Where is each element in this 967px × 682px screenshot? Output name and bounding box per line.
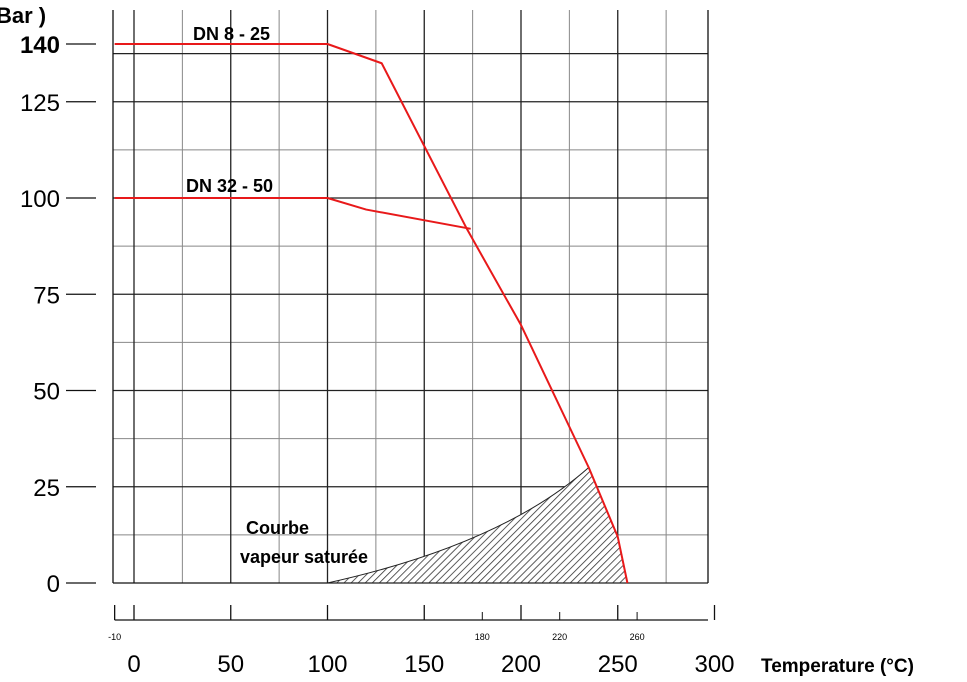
y-tick-labels: 0 25 50 75 100 125 140 [20,32,96,598]
x-tick-label: 300 [694,651,734,678]
x-axis: 0 50 100 150 200 250 300 -10 180 220 260 [108,605,735,678]
saturated-steam-hatched-area [327,466,708,584]
y-tick-label: 140 [20,32,60,59]
x-axis-title: Temperature (°C) [761,656,914,677]
x-minor-label: 220 [552,632,567,642]
annotation-courbe: Courbe [246,518,309,538]
series-label-dn-32-50: DN 32 - 50 [186,176,273,196]
y-tick-label: 25 [33,475,60,502]
y-tick-label: 50 [33,379,60,406]
series-line-dn-32-50 [114,197,471,230]
grid-major-lines [113,10,708,583]
x-tick-label: 250 [598,651,638,678]
series-layer [114,43,629,584]
x-tick-label: 0 [127,651,140,678]
y-tick-label: 75 [33,282,60,309]
x-tick-label: 100 [307,651,347,678]
x-tick-label: 50 [217,651,244,678]
x-minor-label: 180 [475,632,490,642]
y-tick-label: 0 [47,571,60,598]
x-minor-label: 260 [630,632,645,642]
saturation-region [327,466,629,584]
y-tick-label: 125 [20,90,60,117]
series-label-dn-8-25: DN 8 - 25 [193,24,270,44]
x-minor-label: -10 [108,632,121,642]
grid-minor-lines [113,10,708,583]
x-tick-label: 150 [404,651,444,678]
y-tick-label: 100 [20,186,60,213]
y-axis-title: Bar ) [0,3,46,28]
series-line-dn-8-25 [114,43,629,584]
plot-frame [112,10,709,584]
annotation-vapeur-saturee: vapeur saturée [240,547,368,567]
x-tick-label: 200 [501,651,541,678]
